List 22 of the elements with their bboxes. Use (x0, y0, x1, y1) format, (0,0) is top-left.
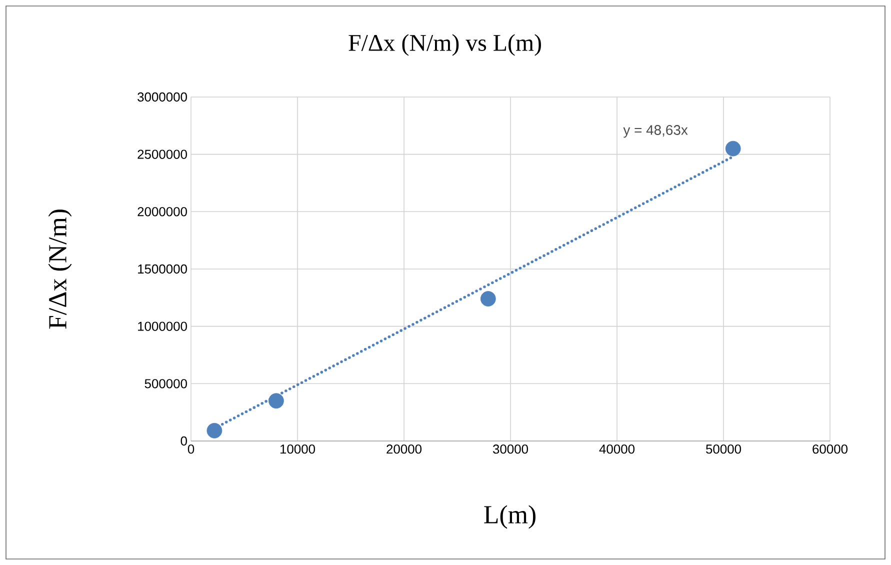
point (206, 422, 222, 438)
point (725, 140, 741, 156)
y-tick-label: 1500000 (138, 264, 187, 274)
y-tick-label: 500000 (144, 379, 187, 388)
y-axis-title: F/Δx (N/m) (48, 210, 72, 329)
y-tick-label: 2000000 (138, 207, 187, 216)
x-tick-label: 40000 (599, 444, 635, 454)
point (480, 291, 496, 306)
x-tick-label: 0 (188, 444, 194, 454)
chart-title: F/Δx (N/m) vs L(m) (348, 34, 541, 56)
y-tick-label: 1000000 (138, 322, 187, 331)
point (268, 393, 284, 409)
x-tick-label: 30000 (493, 444, 528, 454)
x-tick-label: 10000 (280, 444, 316, 454)
y-tick-label: 3000000 (138, 92, 187, 102)
annotation: y = 48,63x (623, 125, 688, 138)
y-tick-label: 0 (180, 436, 187, 446)
x-tick-label: 50000 (706, 444, 742, 454)
x-tick-label: 60000 (812, 444, 848, 454)
x-axis-title: L(m) (484, 505, 536, 529)
x-tick-label: 20000 (386, 444, 422, 454)
y-tick-label: 2500000 (138, 150, 187, 159)
